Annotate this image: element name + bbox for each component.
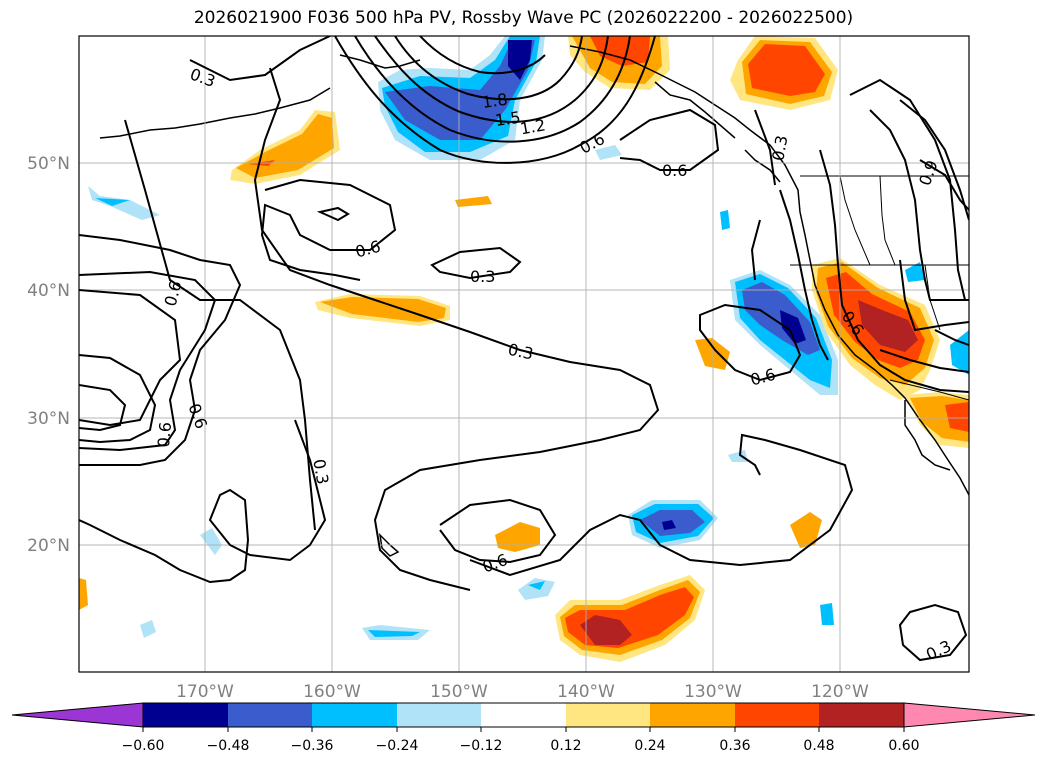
colorbar-tick-label: 0.12 — [550, 738, 581, 754]
map-border — [78, 35, 970, 673]
contour-label: 1.2 — [519, 115, 547, 138]
anomaly-gulf-of-alaska-negative — [378, 36, 545, 160]
colorbar-over-extension — [903, 702, 1036, 728]
colorbar-tick-label: −0.24 — [376, 738, 419, 754]
colorbar-tick-label: 0.48 — [803, 738, 834, 754]
lon-tick-label: 120°W — [811, 682, 869, 702]
lon-tick-label: 150°W — [430, 682, 488, 702]
colorbar-tick-label: −0.60 — [122, 738, 165, 754]
colorbar-bin — [228, 703, 312, 727]
shaded-anomalies — [79, 36, 969, 662]
lon-tick-label: 160°W — [303, 682, 361, 702]
contour-label: 0.3 — [309, 458, 332, 486]
lon-tick-label: 140°W — [557, 682, 615, 702]
colorbar-outline — [142, 702, 905, 728]
anomaly-small-negative-2 — [95, 198, 130, 206]
colorbar-bin — [650, 703, 735, 727]
anomaly-small-negative-8 — [595, 145, 622, 160]
anomaly-small-negative-1 — [88, 186, 160, 220]
lat-tick-label: 40°N — [27, 281, 70, 301]
latitude-tick-labels: 50°N 40°N 30°N 20°N — [27, 154, 70, 556]
anomaly-mexico-positive — [905, 392, 969, 448]
lon-tick-label: 130°W — [684, 682, 742, 702]
coastlines — [99, 45, 969, 557]
anomaly-small-negative-7 — [528, 581, 545, 590]
colorbar-bin — [566, 703, 650, 727]
figure-title: 2026021900 F036 500 hPa PV, Rossby Wave … — [193, 8, 854, 28]
lat-tick-label: 30°N — [27, 409, 70, 429]
colorbar-tick-label: 0.24 — [634, 738, 665, 754]
contour-label: 0.3 — [470, 267, 495, 286]
anomaly-135w-22n-negative — [628, 500, 718, 548]
pv-contours — [79, 36, 969, 662]
anomaly-small-negative-5 — [368, 630, 420, 637]
anomaly-small-negative-6 — [518, 578, 555, 600]
colorbar-bin — [143, 703, 228, 727]
anomaly-148w-small-positive — [455, 196, 492, 207]
anomaly-pacific-northwest-positive — [730, 36, 838, 110]
anomaly-122w-21n-positive — [790, 512, 822, 548]
graticule — [79, 36, 969, 672]
colorbar-tick-label: 0.60 — [888, 738, 919, 754]
contour-labels: 0.3 0.3 0.3 0.3 0.3 0.3 0.6 0.6 0.6 0.6 … — [154, 64, 954, 664]
colorbar-tick-label: −0.12 — [460, 738, 503, 754]
colorbar: −0.60 −0.48 −0.36 −0.24 −0.12 0.12 0.24 … — [11, 702, 1036, 754]
colorbar-bin — [481, 703, 566, 727]
anomaly-small-negative-13 — [140, 620, 156, 638]
anomaly-small-negative-11 — [728, 450, 748, 462]
anomaly-left-edge-positive — [79, 578, 88, 610]
contour-label: 0.3 — [506, 340, 535, 364]
colorbar-tick-label: −0.36 — [291, 738, 334, 754]
anomaly-california-negative — [730, 270, 838, 395]
colorbar-bin — [397, 703, 481, 727]
anomaly-right-edge-negative — [950, 330, 969, 375]
anomaly-north-positive — [568, 36, 670, 90]
colorbar-under-extension — [11, 702, 144, 728]
anomaly-western-us-positive — [812, 258, 940, 400]
contour-label: 0.6 — [154, 421, 175, 448]
colorbar-bin — [735, 703, 819, 727]
anomaly-small-negative-12 — [905, 262, 925, 282]
lat-tick-label: 20°N — [27, 536, 70, 556]
anomaly-155w-positive — [315, 294, 450, 326]
colorbar-bin — [312, 703, 397, 727]
lat-tick-label: 50°N — [27, 154, 70, 174]
anomaly-small-negative-10 — [820, 603, 834, 625]
longitude-tick-labels: 170°W 160°W 150°W 140°W 130°W 120°W — [176, 682, 869, 702]
colorbar-bin — [819, 703, 904, 727]
lon-tick-label: 170°W — [176, 682, 234, 702]
colorbar-tick-label: 0.36 — [719, 738, 750, 754]
contour-label: 1.8 — [481, 90, 509, 112]
anomaly-south-positive — [555, 575, 705, 662]
contour-label: 0.6 — [662, 161, 687, 180]
colorbar-tick-label: −0.48 — [207, 738, 250, 754]
anomaly-small-negative-9 — [720, 210, 730, 230]
contour-label: 0.3 — [768, 134, 791, 162]
contour-label: 1.5 — [494, 108, 522, 130]
